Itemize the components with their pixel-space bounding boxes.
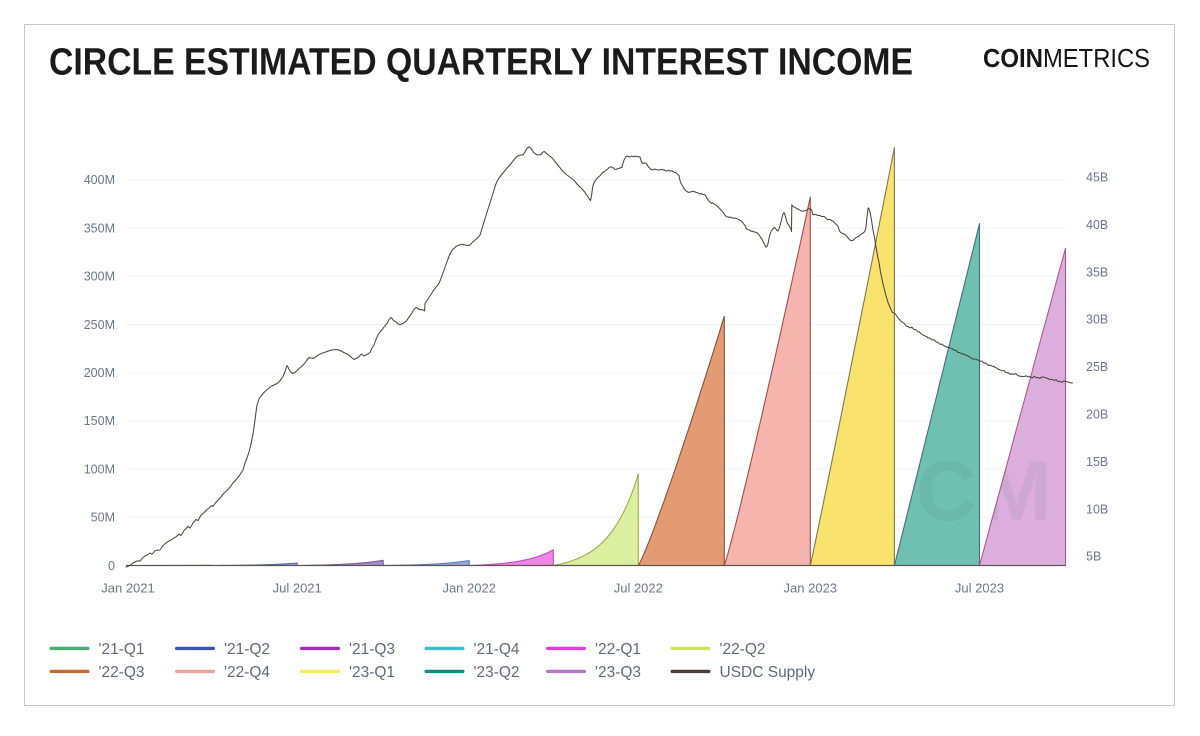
- svg-text:METRICS: METRICS: [1043, 45, 1150, 73]
- svg-text:5B: 5B: [1086, 550, 1101, 564]
- svg-text:0: 0: [108, 559, 115, 573]
- svg-text:COIN: COIN: [983, 45, 1043, 73]
- svg-text:50M: 50M: [91, 511, 115, 525]
- svg-text:30B: 30B: [1086, 313, 1108, 327]
- svg-text:CIRCLE ESTIMATED QUARTERLY INT: CIRCLE ESTIMATED QUARTERLY INTEREST INCO…: [49, 42, 913, 84]
- svg-text:'22-Q2: '22-Q2: [720, 641, 766, 658]
- svg-text:'22-Q4: '22-Q4: [224, 664, 270, 681]
- svg-text:'23-Q1: '23-Q1: [349, 664, 395, 681]
- svg-text:Jul 2021: Jul 2021: [273, 581, 322, 596]
- svg-text:Jan 2021: Jan 2021: [101, 581, 155, 596]
- svg-text:Jan 2022: Jan 2022: [442, 581, 496, 596]
- svg-text:35B: 35B: [1086, 265, 1108, 279]
- svg-text:'23-Q2: '23-Q2: [474, 664, 520, 681]
- svg-text:40B: 40B: [1086, 218, 1108, 232]
- svg-text:150M: 150M: [84, 414, 115, 428]
- svg-text:Jul 2023: Jul 2023: [955, 581, 1004, 596]
- svg-text:15B: 15B: [1086, 455, 1108, 469]
- svg-text:20B: 20B: [1086, 408, 1108, 422]
- svg-text:45B: 45B: [1086, 171, 1108, 185]
- svg-text:'21-Q3: '21-Q3: [349, 641, 395, 658]
- svg-text:400M: 400M: [84, 173, 115, 187]
- svg-text:'22-Q3: '22-Q3: [99, 664, 145, 681]
- svg-text:'21-Q1: '21-Q1: [99, 641, 145, 658]
- svg-text:300M: 300M: [84, 270, 115, 284]
- svg-text:'22-Q1: '22-Q1: [595, 641, 641, 658]
- svg-text:'21-Q2: '21-Q2: [224, 641, 270, 658]
- svg-text:Jan 2023: Jan 2023: [784, 581, 838, 596]
- svg-text:USDC Supply: USDC Supply: [720, 664, 816, 681]
- svg-text:100M: 100M: [84, 462, 115, 476]
- svg-text:10B: 10B: [1086, 502, 1108, 516]
- svg-text:350M: 350M: [84, 221, 115, 235]
- svg-text:'23-Q3: '23-Q3: [595, 664, 641, 681]
- svg-text:Jul 2022: Jul 2022: [614, 581, 663, 596]
- svg-text:200M: 200M: [84, 366, 115, 380]
- svg-text:25B: 25B: [1086, 360, 1108, 374]
- svg-text:'21-Q4: '21-Q4: [474, 641, 520, 658]
- svg-text:250M: 250M: [84, 318, 115, 332]
